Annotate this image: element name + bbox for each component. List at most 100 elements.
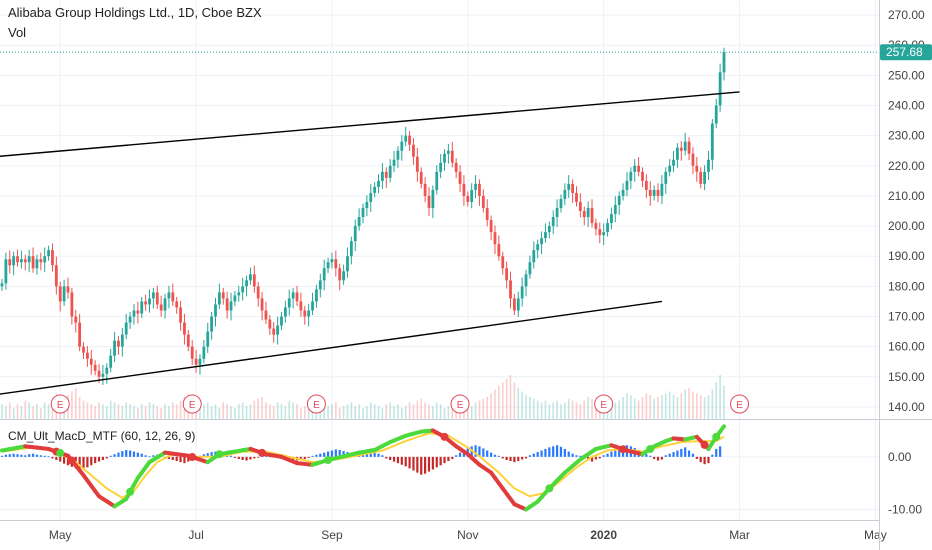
volume-bar [137,408,139,419]
candle [703,165,706,191]
macd-cross-dot [324,456,333,464]
candle [233,290,237,306]
candle-body [190,346,194,359]
histogram-bar [109,455,112,457]
candle [260,291,264,321]
candle-body [683,141,687,151]
time-tick-label: Jul [188,528,203,542]
volume-bar [226,404,228,419]
candle [369,184,373,212]
histogram-bar [427,456,431,472]
volume-bar [90,404,93,419]
candle-body [415,156,419,172]
macd-cross-dot [440,432,449,441]
trendline[interactable] [0,300,662,395]
earnings-marker[interactable]: E [594,394,614,414]
indicator-layer [0,424,726,512]
candle [346,247,349,278]
candle-body [625,180,629,190]
candle-body [287,298,291,308]
candle [617,191,621,215]
histogram-bar [707,456,710,464]
candle [101,365,105,385]
histogram-bar [0,455,4,457]
volume-bar [595,402,597,419]
volume-bar [152,404,155,419]
histogram-bar [187,456,190,462]
histogram-bar [435,456,438,468]
volume-bar [36,404,38,419]
volume-bar [331,404,333,419]
volume-layer [1,375,725,419]
earnings-marker[interactable]: E [50,394,70,414]
volume-bar [164,404,166,419]
candle-body [214,304,217,317]
histogram-bar [117,452,120,457]
candle-body [466,195,470,202]
candle [536,239,540,259]
candle-body [252,274,256,287]
volume-bar [630,395,632,419]
volume-bar [482,398,485,419]
candle-body [714,105,718,124]
histogram-bar [396,456,400,464]
histogram-bar [171,456,174,460]
candle [637,157,641,177]
histogram-bar [4,454,7,457]
earnings-marker[interactable]: E [730,394,750,414]
axis-layer[interactable]: 140.00 150.00 160.00 170.00 180.00 190.00 200.… [49,8,932,542]
volume-bar [692,391,694,419]
volume-bar [102,404,104,419]
earnings-marker[interactable]: E [450,394,470,414]
volume-bar [696,393,698,419]
volume-bar [498,386,500,419]
candle [0,278,4,291]
trendline-layer[interactable] [0,91,740,395]
histogram-bar [552,446,555,457]
candle [466,191,470,207]
volume-bar [470,406,473,419]
candle [283,300,287,323]
candle-body [613,204,617,215]
volume-bar [28,402,30,419]
volume-bar [144,406,147,419]
volume-bar [494,389,496,419]
candle-body [124,322,128,335]
volume-bar [78,397,81,419]
volume-bar [307,404,310,419]
earnings-marker[interactable]: E [182,394,202,414]
trendline[interactable] [0,91,740,157]
histogram-bar [528,455,532,457]
candle-body [58,286,62,302]
earnings-marker[interactable]: E [306,394,326,414]
histogram-bar [590,456,594,462]
candle [303,305,307,325]
histogram-bar [90,456,93,466]
candle-body [349,241,353,257]
volume-bar [1,404,3,419]
histogram-bar [20,454,23,457]
histogram-bar [94,456,97,464]
candle [155,285,159,309]
candle [571,179,575,203]
candle-body [660,183,664,196]
candle-body [229,301,233,311]
histogram-bar [606,453,609,457]
candle [668,159,672,177]
candle [117,336,120,355]
candle [412,138,415,165]
histogram-bar [389,456,392,460]
candle-body [148,298,151,305]
histogram-bar [649,455,652,457]
candle-body [326,262,330,269]
volume-bar [272,406,275,419]
candle [481,189,485,213]
volume-bar [265,402,267,419]
histogram-bar [610,451,613,457]
volume-bar [564,402,566,419]
histogram-bar [575,455,578,457]
candle [664,167,668,194]
candle [415,148,419,182]
